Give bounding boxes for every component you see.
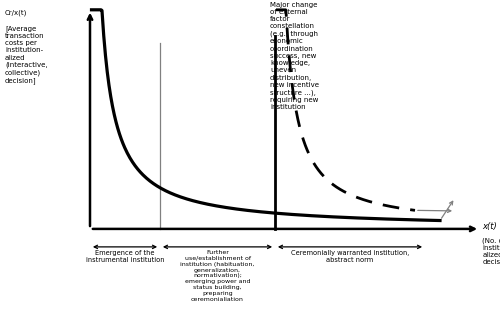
- Text: Cr/x(t)

[Average
transaction
costs per
institution-
alized
(interactive,
collec: Cr/x(t) [Average transaction costs per i…: [5, 10, 48, 84]
- Text: (No. of
institution-
alized
decisions): (No. of institution- alized decisions): [482, 237, 500, 265]
- Text: Major change
of external
factor
constellation
(e.g., through
economic
coordinati: Major change of external factor constell…: [270, 2, 319, 110]
- Text: x(t): x(t): [482, 222, 497, 231]
- Text: Further
use/establishment of
institution (habituation,
generalization,
normativa: Further use/establishment of institution…: [180, 250, 254, 301]
- Text: Emergence of the
instrumental institution: Emergence of the instrumental institutio…: [86, 250, 164, 263]
- Text: Ceremonially warranted institution,
abstract norm: Ceremonially warranted institution, abst…: [291, 250, 409, 263]
